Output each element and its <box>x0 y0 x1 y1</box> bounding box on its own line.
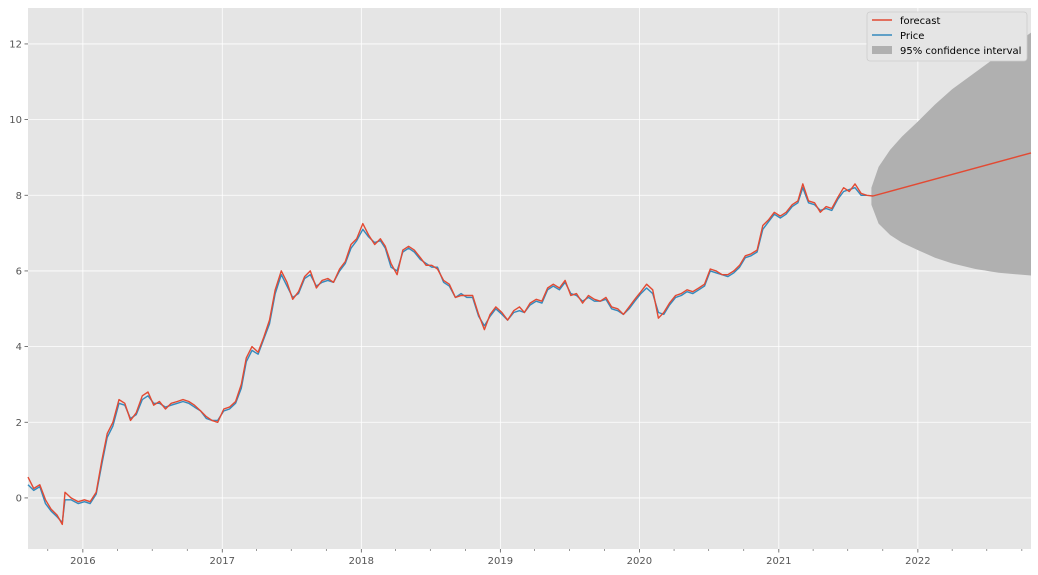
y-tick-label-6: 6 <box>16 266 22 277</box>
axis-layer: 0 2 4 6 8 10 12 2016 2017 2018 2019 2020 2021 2022 <box>9 39 1023 567</box>
x-tick-label-2018: 2018 <box>349 556 374 567</box>
y-tick-label-0: 0 <box>16 493 22 504</box>
price-line <box>27 187 867 524</box>
x-tick-label-2021: 2021 <box>766 556 791 567</box>
legend-price-label: Price <box>900 31 924 42</box>
series-layer <box>27 152 1032 526</box>
forecast-line <box>27 152 1032 526</box>
legend-ci-label: 95% confidence interval <box>900 46 1021 57</box>
legend-forecast-label: forecast <box>900 16 941 27</box>
x-tick-label-2019: 2019 <box>488 556 513 567</box>
y-tick-label-10: 10 <box>9 115 22 126</box>
legend: forecast Price 95% confidence interval <box>866 11 1028 62</box>
gridlines <box>28 8 1031 549</box>
x-tick-label-2017: 2017 <box>210 556 235 567</box>
x-tick-label-2016: 2016 <box>70 556 95 567</box>
y-tick-label-8: 8 <box>16 191 22 202</box>
confidence-interval-band <box>871 32 1031 276</box>
y-tick-label-12: 12 <box>9 39 22 50</box>
legend-ci-swatch <box>872 46 892 54</box>
x-tick-label-2022: 2022 <box>905 556 930 567</box>
confidence-interval-layer <box>871 32 1031 276</box>
y-tick-label-4: 4 <box>16 342 22 353</box>
legend-box <box>866 11 1028 62</box>
y-tick-label-2: 2 <box>16 418 22 429</box>
plot-area <box>28 8 1031 549</box>
x-tick-label-2020: 2020 <box>627 556 652 567</box>
